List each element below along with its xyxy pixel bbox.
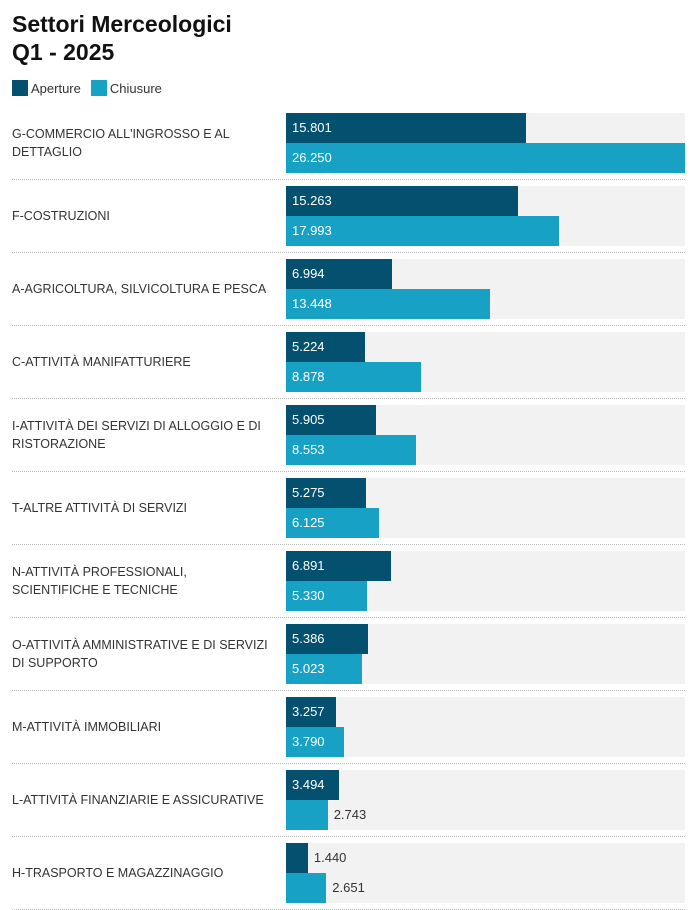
row-divider — [12, 617, 685, 618]
category-label: M-ATTIVITÀ IMMOBILIARI — [12, 720, 162, 734]
data-label: 6.994 — [292, 266, 325, 281]
data-label: 5.330 — [292, 588, 325, 603]
row-divider — [12, 252, 685, 253]
category-row: O-ATTIVITÀ AMMINISTRATIVE E DI SERVIZI D… — [0, 624, 697, 697]
data-label: 5.224 — [292, 339, 325, 354]
bar-aperture — [286, 843, 308, 873]
category-row: A-AGRICOLTURA, SILVICOLTURA E PESCA 6.994… — [0, 259, 697, 332]
category-label: A-AGRICOLTURA, SILVICOLTURA E PESCA — [12, 282, 267, 296]
data-label: 5.386 — [292, 631, 325, 646]
category-row: T-ALTRE ATTIVITÀ DI SERVIZI 5.275 6.125 — [0, 478, 697, 551]
legend: Aperture Chiusure — [12, 80, 172, 96]
category-row: N-ATTIVITÀ PROFESSIONALI, SCIENTIFICHE E… — [0, 551, 697, 624]
category-row: L-ATTIVITÀ FINANZIARIE E ASSICURATIVE 3.4… — [0, 770, 697, 843]
row-divider — [12, 544, 685, 545]
legend-item-aperture: Aperture — [12, 80, 81, 96]
subtitle-line: Q1 - 2025 — [12, 39, 115, 65]
bar-chiusure — [286, 216, 560, 246]
data-label: 3.257 — [292, 704, 325, 719]
bar-chiusure — [286, 873, 327, 903]
bar-chiusure — [286, 727, 344, 757]
data-label: 26.250 — [292, 150, 332, 165]
bar-aperture — [286, 697, 336, 727]
row-divider — [12, 690, 685, 691]
bar-aperture — [286, 624, 368, 654]
category-row: H-TRASPORTO E MAGAZZINAGGIO 1.440 2.651 — [0, 843, 697, 910]
data-label: 6.891 — [292, 558, 325, 573]
data-label: 2.743 — [333, 807, 367, 822]
legend-swatch — [90, 80, 107, 96]
bar-aperture — [286, 186, 518, 216]
category-row: F-COSTRUZIONI 15.263 17.993 — [0, 186, 697, 259]
bar-aperture — [286, 113, 527, 143]
category-label: H-TRASPORTO E MAGAZZINAGGIO — [12, 866, 224, 880]
category-label: I-ATTIVITÀ DEI SERVIZI DI ALLOGGIO E DI … — [12, 419, 261, 451]
row-divider — [12, 836, 685, 837]
category-label: L-ATTIVITÀ FINANZIARIE E ASSICURATIVE — [12, 793, 264, 807]
category-row: I-ATTIVITÀ DEI SERVIZI DI ALLOGGIO E DI … — [0, 405, 697, 478]
bar-aperture — [286, 405, 376, 435]
category-row: M-ATTIVITÀ IMMOBILIARI 3.257 3.790 — [0, 697, 697, 770]
row-divider — [12, 325, 685, 326]
data-label: 13.448 — [292, 296, 332, 311]
category-label: O-ATTIVITÀ AMMINISTRATIVE E DI SERVIZI D… — [12, 638, 268, 670]
category-label: T-ALTRE ATTIVITÀ DI SERVIZI — [12, 501, 188, 515]
row-divider — [12, 398, 685, 399]
data-label: 1.440 — [313, 850, 347, 865]
bar-aperture — [286, 770, 340, 800]
data-label: 15.263 — [292, 193, 332, 208]
legend-swatch — [12, 80, 28, 96]
category-label: G-COMMERCIO ALL'INGROSSO E AL DETTAGLIO — [12, 127, 230, 159]
category-row: C-ATTIVITÀ MANIFATTURIERE 5.224 8.878 — [0, 332, 697, 405]
data-label: 5.275 — [292, 485, 325, 500]
category-label: F-COSTRUZIONI — [12, 209, 110, 223]
row-divider — [12, 763, 685, 764]
data-label: 2.651 — [332, 880, 365, 895]
bar-aperture — [286, 478, 367, 508]
data-label: 3.494 — [292, 777, 325, 792]
row-divider — [12, 471, 685, 472]
data-label: 17.993 — [292, 223, 332, 238]
title-line: Settori Merceologici — [12, 11, 232, 37]
category-label: N-ATTIVITÀ PROFESSIONALI, SCIENTIFICHE E… — [12, 565, 187, 597]
category-row: G-COMMERCIO ALL'INGROSSO E AL DETTAGLIO 1… — [0, 113, 697, 186]
bar-chiusure — [286, 289, 491, 319]
data-label: 5.905 — [292, 412, 325, 427]
bar-chiusure — [286, 654, 363, 684]
data-label: 8.878 — [292, 369, 325, 384]
legend-item-chiusure: Chiusure — [90, 80, 162, 96]
data-label: 8.553 — [292, 442, 325, 457]
bar-aperture — [286, 332, 366, 362]
data-label: 3.790 — [292, 734, 325, 749]
data-label: 15.801 — [292, 120, 332, 135]
row-divider — [12, 179, 685, 180]
legend-label: Chiusure — [109, 80, 162, 96]
chart-title: Settori Merceologici Q1 - 2025 — [12, 10, 232, 66]
legend-label: Aperture — [31, 80, 81, 96]
bar-chiusure — [286, 143, 685, 173]
bar-track — [286, 697, 685, 757]
bar-chiusure — [286, 581, 368, 611]
bar-chiusure — [286, 435, 416, 465]
bar-aperture — [286, 551, 391, 581]
bar-track — [286, 770, 685, 830]
bar-chiusure — [286, 362, 421, 392]
bar-track — [286, 843, 685, 903]
data-label: 5.023 — [292, 661, 325, 676]
bar-aperture — [286, 259, 393, 289]
category-label: C-ATTIVITÀ MANIFATTURIERE — [12, 355, 191, 369]
data-label: 6.125 — [292, 515, 325, 530]
bar-chiusure — [286, 800, 328, 830]
bar-chiusure — [286, 508, 380, 538]
